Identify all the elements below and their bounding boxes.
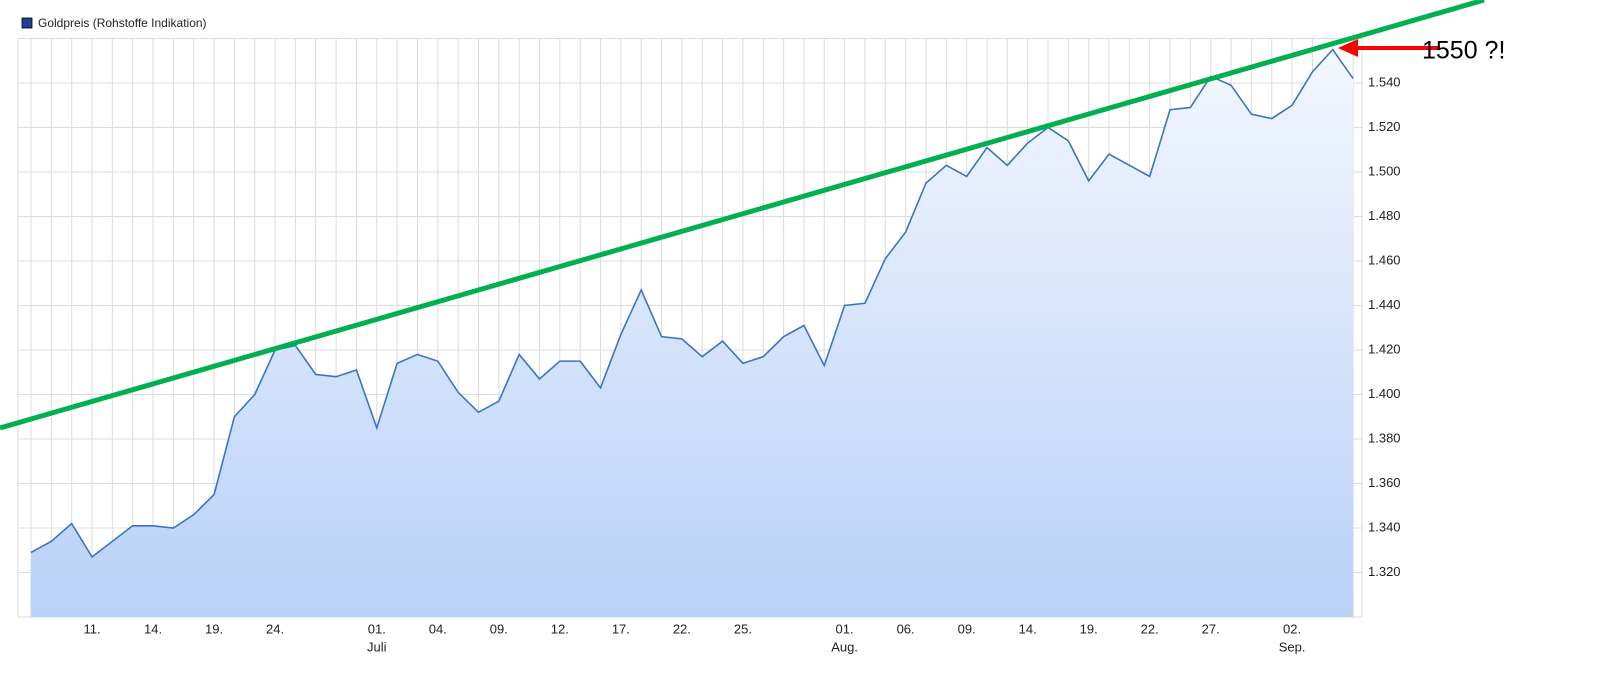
x-month-label: Aug.	[831, 639, 858, 654]
x-tick-label: 09.	[958, 621, 976, 636]
legend-label: Goldpreis (Rohstoffe Indikation)	[38, 16, 207, 30]
y-tick-label: 1.500	[1368, 163, 1401, 178]
y-tick-label: 1.420	[1368, 341, 1401, 356]
x-tick-label: 24.	[266, 621, 284, 636]
x-tick-label: 25.	[734, 621, 752, 636]
x-tick-label: 01.	[836, 621, 854, 636]
y-tick-label: 1.480	[1368, 208, 1401, 223]
x-tick-label: 06.	[897, 621, 915, 636]
x-month-label: Sep.	[1279, 639, 1306, 654]
series-line	[30, 48, 1354, 559]
x-tick-label: 09.	[490, 621, 508, 636]
x-tick-label: 14.	[1019, 621, 1037, 636]
x-tick-label: 27.	[1202, 621, 1220, 636]
x-tick-label: 11.	[83, 621, 100, 636]
x-tick-label: 02.	[1283, 621, 1301, 636]
y-tick-label: 1.360	[1368, 475, 1401, 490]
y-tick-label: 1.380	[1368, 430, 1401, 445]
x-tick-label: 04.	[429, 621, 447, 636]
y-tick-label: 1.440	[1368, 297, 1401, 312]
annotation-arrow-head	[1338, 39, 1358, 57]
x-tick-label: 01.	[368, 621, 386, 636]
x-tick-label: 19.	[205, 621, 223, 636]
trend-line	[0, 0, 1485, 431]
y-tick-label: 1.400	[1368, 386, 1401, 401]
x-tick-label: 17.	[612, 621, 630, 636]
y-tick-label: 1.460	[1368, 252, 1401, 267]
x-tick-label: 22.	[1141, 621, 1159, 636]
y-tick-label: 1.320	[1368, 564, 1401, 579]
y-tick-label: 1.540	[1368, 74, 1401, 89]
x-month-label: Juli	[367, 639, 387, 654]
plot: 1.320 1.340 1.360 1.380 1.400 1.420 1.440 1.460…	[17, 38, 1401, 654]
x-tick-label: 12.	[551, 621, 569, 636]
y-tick-label: 1.340	[1368, 519, 1401, 534]
x-tick-label: 14.	[144, 621, 162, 636]
area-fill	[31, 49, 1354, 617]
annotation: 1550 ?!	[1422, 37, 1505, 65]
x-tick-label: 22.	[673, 621, 691, 636]
legend-swatch	[21, 17, 33, 29]
y-tick-label: 1.520	[1368, 119, 1401, 134]
x-tick-label: 19.	[1080, 621, 1098, 636]
